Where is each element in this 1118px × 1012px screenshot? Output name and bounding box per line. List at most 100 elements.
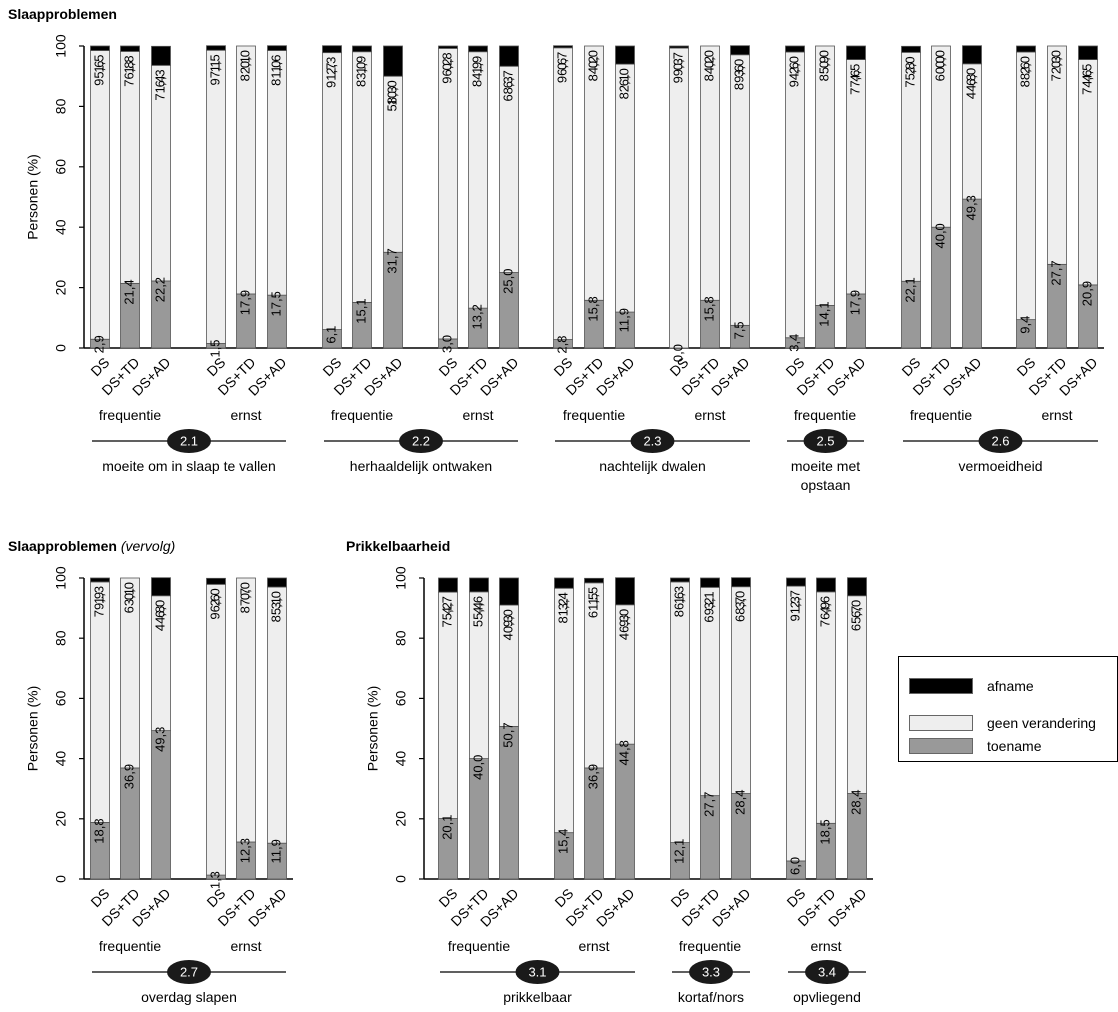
title-slaapproblemen-vervolg: Slaapproblemen (vervolg) xyxy=(8,538,175,554)
bar-segment-geen xyxy=(120,577,140,769)
data-label-toename: 0,0 xyxy=(670,344,685,362)
data-label-geen: 68,7 xyxy=(732,597,747,622)
bar-segment-afname xyxy=(322,45,342,54)
category-badge xyxy=(689,960,733,984)
data-label-geen: 91,3 xyxy=(787,596,802,621)
category-name: overdag slapen xyxy=(141,989,237,1005)
bar-segment-afname xyxy=(615,577,635,606)
data-label-toename: 1,3 xyxy=(207,871,222,889)
data-label-toename: 7,5 xyxy=(731,321,746,339)
bar-segment-afname xyxy=(584,577,604,584)
y-tick-label: 0 xyxy=(393,875,409,883)
bar-segment-afname xyxy=(669,45,689,49)
y-axis-title: Personen (%) xyxy=(365,686,381,772)
bar-segment-afname xyxy=(847,577,867,597)
data-label-toename: 20,9 xyxy=(1079,281,1094,306)
data-label-afname: 2,0 xyxy=(1017,56,1032,74)
y-axis-title: Personen (%) xyxy=(25,686,41,772)
data-label-geen: 82,1 xyxy=(237,56,252,81)
y-tick-label: 0 xyxy=(53,344,69,352)
data-label-afname: 6,0 xyxy=(616,68,631,86)
bar-segment-geen xyxy=(615,63,635,313)
bar-segment-afname xyxy=(901,45,921,53)
data-label-geen: 69,2 xyxy=(701,597,716,622)
x-tick-label: DS xyxy=(435,885,460,910)
group-label: frequentie xyxy=(794,407,856,423)
data-label-afname: 4,6 xyxy=(470,596,485,614)
data-label-afname: 4,7 xyxy=(439,596,454,614)
category-name: kortaf/nors xyxy=(678,989,744,1005)
data-label-toename: 49,3 xyxy=(152,727,167,752)
category-badge xyxy=(978,429,1023,453)
data-label-toename: 11,9 xyxy=(268,839,283,863)
data-label-afname: 3,0 xyxy=(732,591,747,609)
bar-segment-afname xyxy=(962,45,982,65)
y-tick-label: 60 xyxy=(53,690,69,706)
data-label-geen: 84,2 xyxy=(585,56,600,81)
data-label-geen: 96,2 xyxy=(439,58,454,83)
data-label-afname: 4,5 xyxy=(847,64,862,82)
group-label: frequentie xyxy=(99,938,161,954)
bar-segment-toename xyxy=(499,725,519,880)
data-label-toename: 15,8 xyxy=(585,296,600,321)
legend-label-geen-verandering: geen verandering xyxy=(987,715,1096,731)
category-number: 2.6 xyxy=(991,433,1009,448)
legend-label-toename: toename xyxy=(987,738,1042,754)
data-label-toename: 25,0 xyxy=(500,269,515,294)
bar-segment-geen xyxy=(584,45,604,301)
y-tick-label: 0 xyxy=(53,875,69,883)
data-label-afname: 1,5 xyxy=(585,587,600,605)
y-tick-label: 40 xyxy=(53,219,69,235)
legend-item-geen-verandering: geen verandering xyxy=(909,714,1096,732)
data-label-geen: 96,6 xyxy=(207,594,222,619)
data-label-toename: 3,4 xyxy=(786,334,801,352)
data-label-toename: 1,5 xyxy=(207,339,222,357)
bar-segment-afname xyxy=(499,45,519,67)
group-label: ernst xyxy=(462,407,493,423)
bar-segment-geen xyxy=(554,587,574,834)
y-tick-label: 60 xyxy=(393,690,409,706)
data-label-afname: 3,0 xyxy=(268,591,283,609)
bar-segment-geen xyxy=(669,47,689,349)
data-label-toename: 28,4 xyxy=(848,790,863,815)
y-tick-label: 100 xyxy=(53,34,69,58)
data-label-geen: 55,4 xyxy=(470,602,485,627)
title-slaapproblemen-vervolg-main: Slaapproblemen xyxy=(8,538,117,554)
bar-segment-afname xyxy=(469,577,489,593)
y-tick-label: 20 xyxy=(53,811,69,827)
group-label: ernst xyxy=(230,938,261,954)
data-label-toename: 21,4 xyxy=(121,279,136,304)
data-label-geen: 84,2 xyxy=(701,56,716,81)
bar-segment-afname xyxy=(151,45,171,66)
data-label-afname: 6,7 xyxy=(500,70,515,88)
data-label-geen: 88,6 xyxy=(1017,62,1032,87)
category-badge xyxy=(630,429,675,453)
category-number: 2.2 xyxy=(412,433,430,448)
data-label-geen: 83,0 xyxy=(353,62,368,87)
data-label-toename: 17,5 xyxy=(268,291,283,316)
category-badge xyxy=(515,960,560,984)
bar-segment-afname xyxy=(352,45,372,53)
data-label-afname: 6,3 xyxy=(152,69,167,87)
bar-segment-afname xyxy=(786,577,806,587)
category-badge xyxy=(399,429,443,453)
category-badge xyxy=(803,429,848,453)
bar-segment-geen xyxy=(236,45,256,295)
data-label-toename: 18,8 xyxy=(91,818,106,843)
data-label-geen: 87,7 xyxy=(237,588,252,613)
y-tick-label: 20 xyxy=(393,811,409,827)
data-label-geen: 94,6 xyxy=(786,62,801,87)
data-label-geen: 84,9 xyxy=(469,62,484,87)
data-label-geen: 75,8 xyxy=(902,62,917,87)
y-tick-label: 40 xyxy=(53,751,69,767)
data-label-afname: 10,0 xyxy=(384,80,399,105)
bar-segment-geen xyxy=(236,577,256,843)
data-label-geen: 77,6 xyxy=(847,70,862,95)
bar-segment-geen xyxy=(438,48,458,340)
y-tick-label: 60 xyxy=(53,159,69,175)
bar-segment-afname xyxy=(383,45,403,77)
data-label-toename: 18,5 xyxy=(817,819,832,844)
category-badge xyxy=(167,429,211,453)
data-label-afname: 3,4 xyxy=(555,592,570,610)
